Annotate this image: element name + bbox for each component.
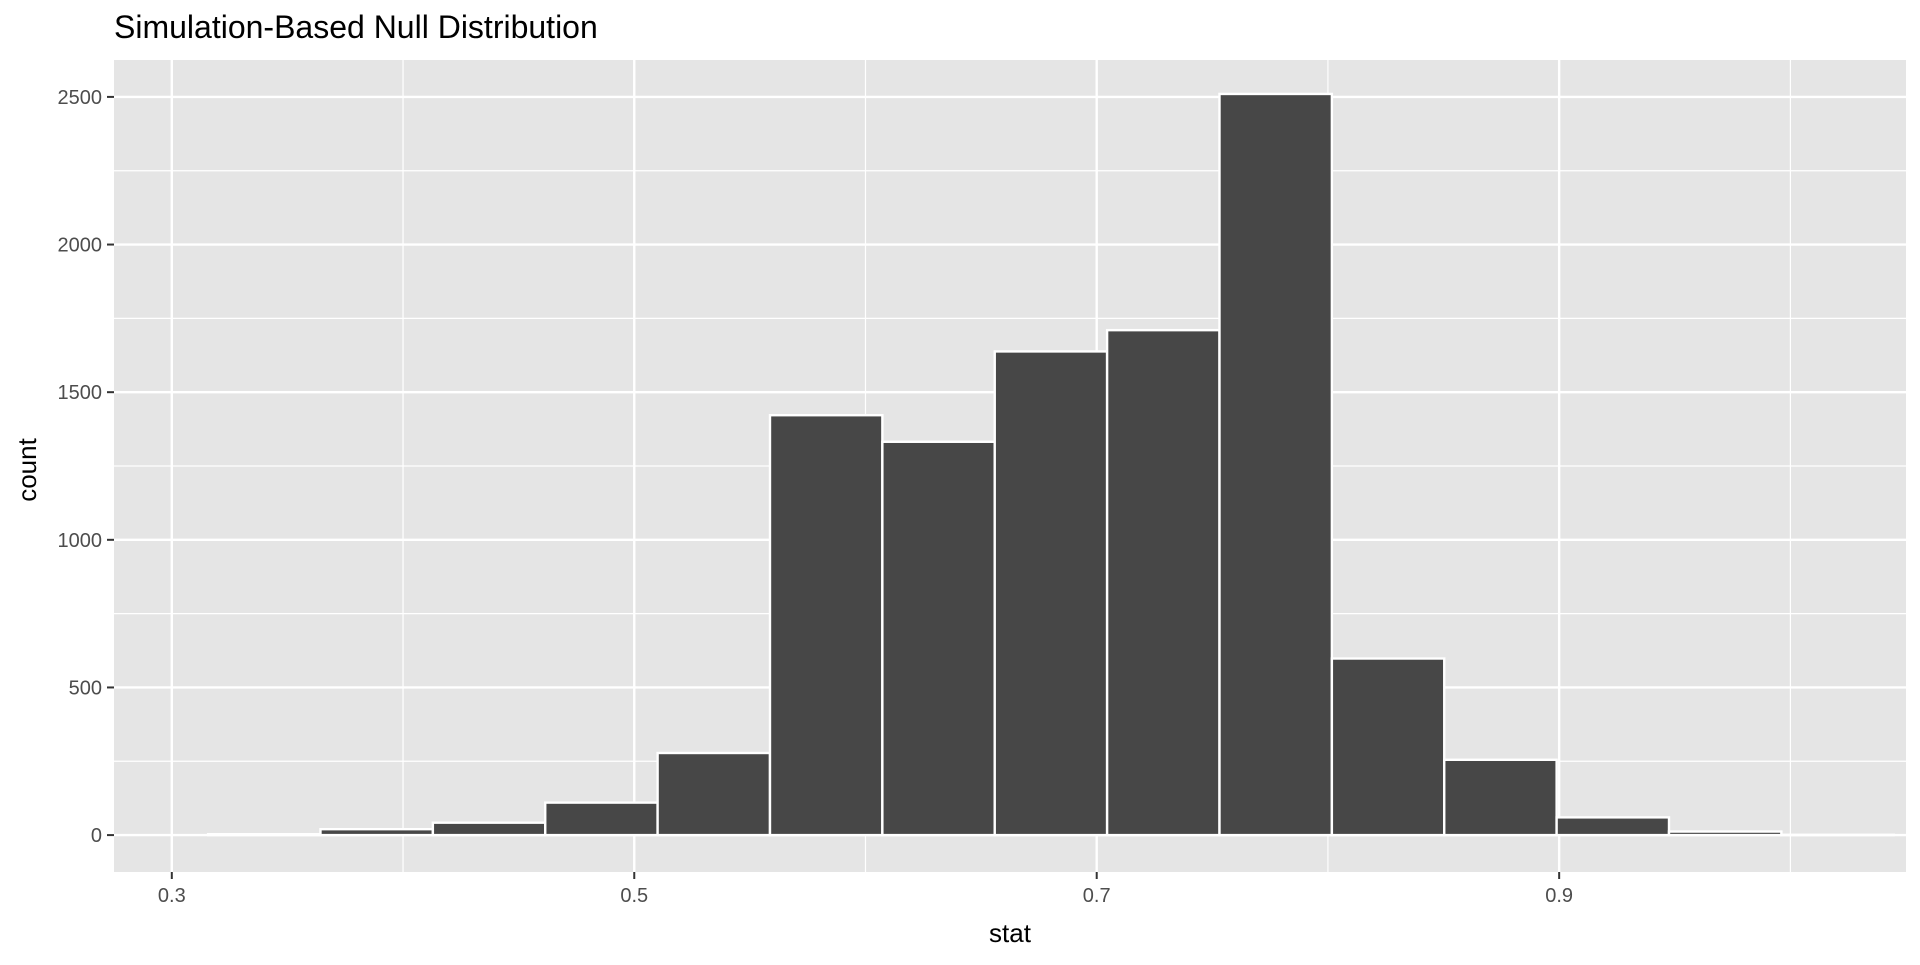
- histogram-bar: [1557, 817, 1669, 835]
- y-tick-label: 1000: [58, 530, 103, 552]
- chart-title: Simulation-Based Null Distribution: [114, 9, 598, 45]
- histogram-bar: [320, 829, 432, 835]
- x-tick-label: 0.9: [1545, 885, 1573, 907]
- x-tick-label: 0.3: [158, 885, 186, 907]
- histogram-bar: [1219, 94, 1331, 835]
- histogram-bar: [995, 351, 1107, 835]
- x-tick-label: 0.5: [620, 885, 648, 907]
- y-tick-label: 2000: [58, 235, 103, 257]
- y-tick-label: 1500: [58, 382, 103, 404]
- histogram-bar: [545, 803, 657, 835]
- y-tick-label: 0: [91, 825, 102, 847]
- histogram-bar: [208, 834, 320, 835]
- y-axis-label: count: [12, 437, 42, 501]
- histogram-bar: [1444, 760, 1556, 835]
- histogram-bar: [1107, 330, 1219, 835]
- histogram-bar: [882, 442, 994, 835]
- y-tick-label: 2500: [58, 87, 103, 109]
- histogram-bar: [1332, 659, 1444, 836]
- histogram-bar: [658, 753, 770, 835]
- histogram-bar: [770, 415, 882, 835]
- y-tick-label: 500: [69, 677, 102, 699]
- x-axis-label: stat: [989, 918, 1032, 948]
- x-tick-label: 0.7: [1083, 885, 1111, 907]
- histogram-bar: [433, 823, 545, 835]
- histogram-bar: [1669, 832, 1781, 836]
